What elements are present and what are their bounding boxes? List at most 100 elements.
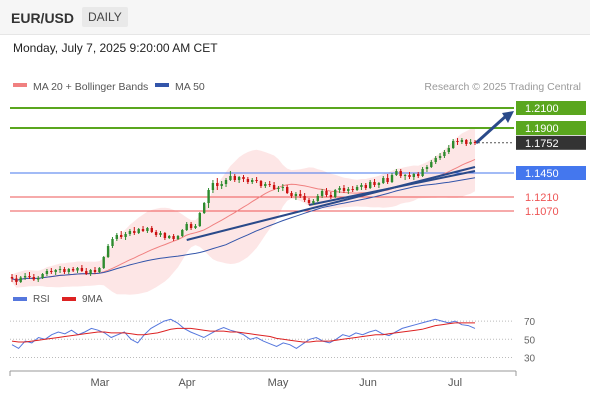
candle-body <box>342 188 346 191</box>
candle-body <box>102 257 105 268</box>
candle-body <box>417 174 420 176</box>
rsi-tick-label: 30 <box>524 353 536 364</box>
chart-header: EUR/USD DAILY <box>0 0 590 35</box>
candle-body <box>421 169 424 176</box>
rsi-legend-swatch <box>13 297 27 301</box>
candle-body <box>399 171 402 176</box>
trendline-minor <box>308 170 476 206</box>
support-label: 1.1210 <box>525 192 559 204</box>
candle-body <box>63 269 66 272</box>
candle-body <box>281 187 284 188</box>
timestamp: Monday, July 7, 2025 9:20:00 AM CET <box>13 41 218 55</box>
rsi-legend: RSI 9MA <box>13 294 103 305</box>
time-axis: Mar Apr May Jun Jul <box>9 370 517 389</box>
candle-body <box>150 228 153 232</box>
rsi-ma-line <box>11 322 475 343</box>
candle-body <box>37 278 40 280</box>
candle-body <box>355 187 359 190</box>
candle-body <box>10 277 14 279</box>
candle-body <box>89 270 92 274</box>
candle-body <box>299 194 302 196</box>
candle-body <box>120 235 123 237</box>
resistance-tag <box>516 101 586 115</box>
candle-body <box>154 232 158 235</box>
last-price-tag <box>516 135 586 150</box>
candle-body <box>412 174 415 177</box>
candle-body <box>23 276 27 278</box>
time-axis-label: Jul <box>448 377 462 389</box>
candle-body <box>246 179 250 182</box>
ma50-line <box>11 177 476 281</box>
candlesticks <box>10 138 477 285</box>
level-labels: 1.2100 1.1900 1.1752 1.1450 1.1210 1.1070 <box>516 101 586 218</box>
candle-body <box>434 158 437 162</box>
candle-body <box>456 141 459 142</box>
candle-body <box>137 229 140 233</box>
candle-body <box>390 175 394 182</box>
rsi-line <box>11 318 476 350</box>
candle-body <box>303 196 306 200</box>
candle-body <box>133 231 136 233</box>
candle-body <box>98 268 101 272</box>
rsi-ma-legend-label: 9MA <box>82 294 103 305</box>
candle-body <box>447 148 450 152</box>
candle-body <box>395 171 398 175</box>
symbol-label: EUR/USD <box>11 10 75 26</box>
candle-body <box>211 183 215 190</box>
resistance-label: 1.1900 <box>525 123 559 135</box>
candle-body <box>473 142 477 143</box>
candle-body <box>28 276 31 277</box>
candle-body <box>373 182 376 185</box>
candle-body <box>128 231 132 234</box>
candle-body <box>194 226 197 228</box>
rsi-legend-label: RSI <box>33 294 50 305</box>
candle-body <box>334 190 337 197</box>
candle-body <box>224 180 228 184</box>
candle-body <box>203 203 206 213</box>
candle-body <box>115 235 118 239</box>
candle-body <box>312 201 315 203</box>
candle-body <box>172 236 175 239</box>
candle-body <box>268 184 271 185</box>
pivot-label: 1.1450 <box>525 168 559 180</box>
candle-body <box>124 234 127 237</box>
candle-body <box>338 188 341 190</box>
pivot-tag <box>516 166 586 180</box>
candle-body <box>438 156 442 158</box>
candle-body <box>50 271 53 272</box>
candle-body <box>168 236 171 238</box>
trendline-major <box>186 166 476 241</box>
candle-body <box>216 183 219 186</box>
candle-body <box>264 184 267 186</box>
candle-body <box>307 200 311 203</box>
last-price-label: 1.1752 <box>525 138 559 150</box>
resistance-tag <box>516 121 586 135</box>
candle-body <box>176 236 180 239</box>
candle-body <box>425 167 429 169</box>
candle-body <box>181 230 184 236</box>
candle-body <box>163 233 167 238</box>
rsi-panel: 70 50 30 <box>10 317 536 364</box>
ma50-legend-swatch <box>155 83 169 87</box>
candle-body <box>460 140 464 142</box>
candle-body <box>329 195 333 197</box>
trendlines <box>186 111 514 241</box>
candle-body <box>93 270 97 272</box>
candle-body <box>377 183 381 185</box>
candle-body <box>255 180 258 181</box>
timeframe-button[interactable]: DAILY <box>82 7 128 27</box>
candle-body <box>382 178 385 183</box>
candle-body <box>403 175 407 176</box>
candle-body <box>185 224 188 230</box>
projection-arrow <box>474 114 508 145</box>
candle-body <box>189 224 193 228</box>
projection-arrow-head <box>502 111 514 123</box>
candle-body <box>272 185 276 189</box>
candle-body <box>220 184 223 186</box>
support-label: 1.1070 <box>525 206 559 218</box>
candle-body <box>80 268 84 271</box>
candle-body <box>45 271 49 274</box>
candle-body <box>106 246 110 257</box>
candle-body <box>242 177 245 179</box>
